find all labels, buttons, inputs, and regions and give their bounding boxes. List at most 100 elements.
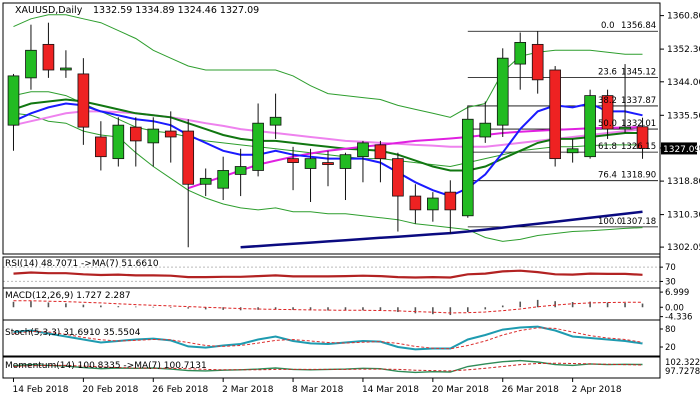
rsi-label: RSI(14) 48.7071 ->MA(7) 51.6610 [5,259,159,269]
candle-body [199,177,212,185]
candle-body [392,158,404,197]
candle-body [252,122,264,171]
x-tick-label: 14 Mar 2018 [362,385,419,395]
stoch-tick-80: 80 [665,325,676,335]
macd-histogram-bar [274,307,277,310]
y-tick-label: 1310.30 [667,211,700,221]
macd-histogram-bar [82,304,85,308]
candle-body [339,154,352,169]
macd-histogram-bar [204,307,207,310]
fib-ratio-label: 23.6 [598,67,617,77]
y-tick-label: 1302.05 [667,243,700,253]
macd-histogram-bar [519,301,522,308]
x-tick-label: 2 Apr 2018 [572,385,622,395]
macd-histogram-bar [187,307,190,309]
fib-ratio-label: 50.0 [598,119,617,129]
last-price-tag [661,142,697,155]
momentum-tick-low: 97.7278 [665,367,700,377]
macd-histogram-bar [379,307,382,311]
macd-histogram-bar [484,307,487,310]
candle-body [427,197,439,211]
candle-body [601,95,614,130]
macd-histogram-bar [641,303,644,308]
macd-histogram-bar [292,307,294,310]
rsi-tick-70: 70 [665,263,676,273]
x-tick-label: 20 Feb 2018 [82,385,138,395]
ma-violet-line [13,110,643,148]
candle-body [479,122,492,138]
macd-histogram-bar [169,307,172,308]
macd-histogram-bar [536,299,539,308]
candle-body [269,116,282,126]
stoch-label: Stoch(5,3,3) 31.6910 35.5504 [5,328,141,338]
macd-histogram-bar [222,307,224,310]
macd-histogram-bar [65,303,67,308]
candle-body [566,148,579,154]
ma-magenta-line [187,126,643,190]
candle-body [182,130,195,185]
macd-histogram-bar [554,301,556,308]
y-tick-label: 1335.50 [667,111,700,121]
macd-histogram-bar [257,307,259,310]
candle-body [217,170,229,189]
macd-histogram-bar [47,302,50,308]
fib-ratio-label: 0.0 [601,21,615,31]
macd-histogram-bar [309,307,312,311]
macd-histogram-bar [117,306,120,308]
macd-histogram-bar [100,305,102,308]
macd-histogram-bar [344,307,347,311]
macd-histogram-bar [466,307,469,313]
rsi-tick-30: 30 [665,277,676,287]
candle-body [409,195,422,211]
momentum-label: Momentum(14) 100.8335 ->MA(7) 100.7131 [5,361,207,371]
candle-body [444,191,457,211]
candle-body [112,124,125,160]
header-ohlc: 1332.59 1334.89 1324.46 1327.09 [93,5,259,16]
candle-body [234,166,247,175]
fib-ratio-label: 100.0 [598,217,622,227]
macd-histogram-bar [624,302,626,308]
macd-histogram-bar [362,307,364,311]
x-tick-label: 26 Mar 2018 [502,385,559,395]
candle-body [549,69,561,160]
chart-title: XAUUSD,Daily [15,5,83,16]
x-tick-label: 2 Mar 2018 [222,385,274,395]
candle-body [496,57,509,126]
macd-histogram-bar [12,301,15,308]
macd-histogram-bar [571,302,574,308]
x-tick-label: 20 Mar 2018 [432,385,489,395]
macd-histogram-bar [30,301,32,308]
macd-label: MACD(12,26,9) 1.727 2.287 [5,291,131,301]
candle-body [531,43,544,81]
candle-body [95,136,107,158]
ma-green-line [13,98,643,172]
candle-body [129,126,142,142]
x-tick-label: 26 Feb 2018 [152,385,208,395]
candle-body [60,67,72,71]
fib-price-label: 1318.90 [621,171,656,181]
momentum-tick-high: 102.3227 [665,358,700,368]
fib-ratio-label: 38.2 [598,96,617,106]
candle-body [374,144,387,160]
momentum-line [13,359,643,374]
candle-body [77,73,90,128]
candle-body [322,162,334,165]
macd-histogram-bar [589,301,591,308]
macd-histogram-bar [152,306,155,308]
macd-histogram-bar [397,307,399,313]
stoch-tick-20: 20 [665,343,676,353]
candle-body [25,49,37,79]
macd-tick-zero: 0.00 [665,303,684,313]
candle-body [636,126,649,149]
fib-price-label: 1356.84 [621,21,656,31]
y-tick-label: 1344.00 [667,78,700,88]
macd-histogram-bar [432,307,434,315]
fib-ratio-label: 76.4 [598,171,617,181]
macd-histogram-bar [134,306,137,308]
rsi-line [13,269,643,279]
fib-price-label: 1326.15 [621,142,656,152]
fib-ratio-label: 61.8 [598,142,617,152]
y-tick-label: 1360.80 [667,12,700,22]
